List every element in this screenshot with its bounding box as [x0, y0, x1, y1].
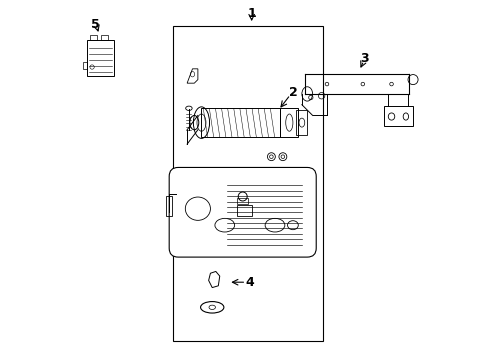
Text: 4: 4 [245, 276, 254, 289]
Text: 5: 5 [91, 18, 100, 31]
Bar [165, 196, 172, 216]
Bar [86, 40, 113, 76]
Bar [83, 62, 87, 69]
Bar [172, 26, 323, 341]
Text: 1: 1 [247, 7, 256, 20]
Bar [384, 107, 412, 126]
FancyBboxPatch shape [169, 167, 316, 257]
Text: 3: 3 [360, 51, 368, 64]
Bar [280, 108, 298, 137]
Bar [90, 35, 97, 40]
Bar [296, 110, 306, 135]
Bar [201, 108, 280, 137]
Bar [237, 198, 247, 204]
Bar [237, 205, 251, 216]
Text: 2: 2 [288, 86, 297, 99]
Bar [101, 35, 108, 40]
